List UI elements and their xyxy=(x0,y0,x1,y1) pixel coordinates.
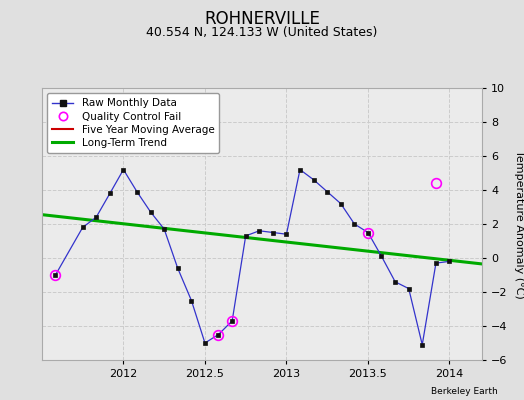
Text: ROHNERVILLE: ROHNERVILLE xyxy=(204,10,320,28)
Text: Berkeley Earth: Berkeley Earth xyxy=(431,387,498,396)
Y-axis label: Temperature Anomaly (°C): Temperature Anomaly (°C) xyxy=(514,150,524,298)
Legend: Raw Monthly Data, Quality Control Fail, Five Year Moving Average, Long-Term Tren: Raw Monthly Data, Quality Control Fail, … xyxy=(47,93,220,153)
Text: 40.554 N, 124.133 W (United States): 40.554 N, 124.133 W (United States) xyxy=(146,26,378,39)
